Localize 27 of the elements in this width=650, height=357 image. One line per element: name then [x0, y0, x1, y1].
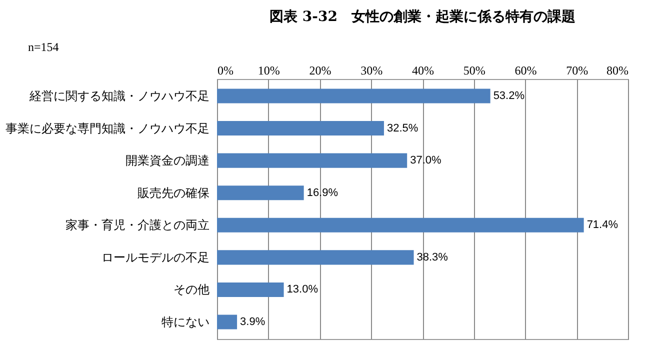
- data-label: 38.3%: [416, 251, 448, 264]
- x-tick-label: 80%: [606, 64, 628, 78]
- data-label: 53.2%: [493, 90, 525, 102]
- x-tick-label: 0%: [218, 64, 234, 78]
- y-tick-label: その他: [174, 282, 210, 297]
- x-tick-label: 30%: [360, 64, 383, 78]
- y-tick-label: 特にない: [162, 315, 210, 330]
- data-label: 71.4%: [586, 219, 618, 232]
- data-label: 13.0%: [286, 284, 318, 296]
- x-tick-label: 70%: [566, 64, 588, 78]
- data-label: 3.9%: [240, 316, 266, 328]
- text: n=154: [28, 40, 59, 55]
- x-tick-label: 60%: [514, 64, 537, 78]
- x-tick-label: 10%: [258, 64, 280, 78]
- y-tick-label: 経営に関する知識・ノウハウ不足: [28, 88, 210, 103]
- x-tick-label: 40%: [412, 64, 434, 78]
- y-tick-label: 事業に必要な専門知識・ノウハウ不足: [6, 121, 210, 136]
- y-tick-label: ロールモデルの不足: [102, 250, 210, 264]
- data-label: 16.9%: [306, 186, 338, 199]
- data-label: 37.0%: [410, 154, 442, 167]
- chart-title: 図表 3-32 女性の創業・起業に係る特有の課題: [270, 8, 576, 25]
- x-tick-label: 20%: [309, 64, 332, 78]
- x-tick-label: 50%: [463, 64, 486, 78]
- data-label: 32.5%: [386, 122, 418, 134]
- y-tick-label: 開業資金の調達: [126, 154, 210, 168]
- y-tick-label: 家事・育児・介護との両立: [66, 218, 210, 232]
- y-tick-label: 販売先の確保: [138, 186, 210, 200]
